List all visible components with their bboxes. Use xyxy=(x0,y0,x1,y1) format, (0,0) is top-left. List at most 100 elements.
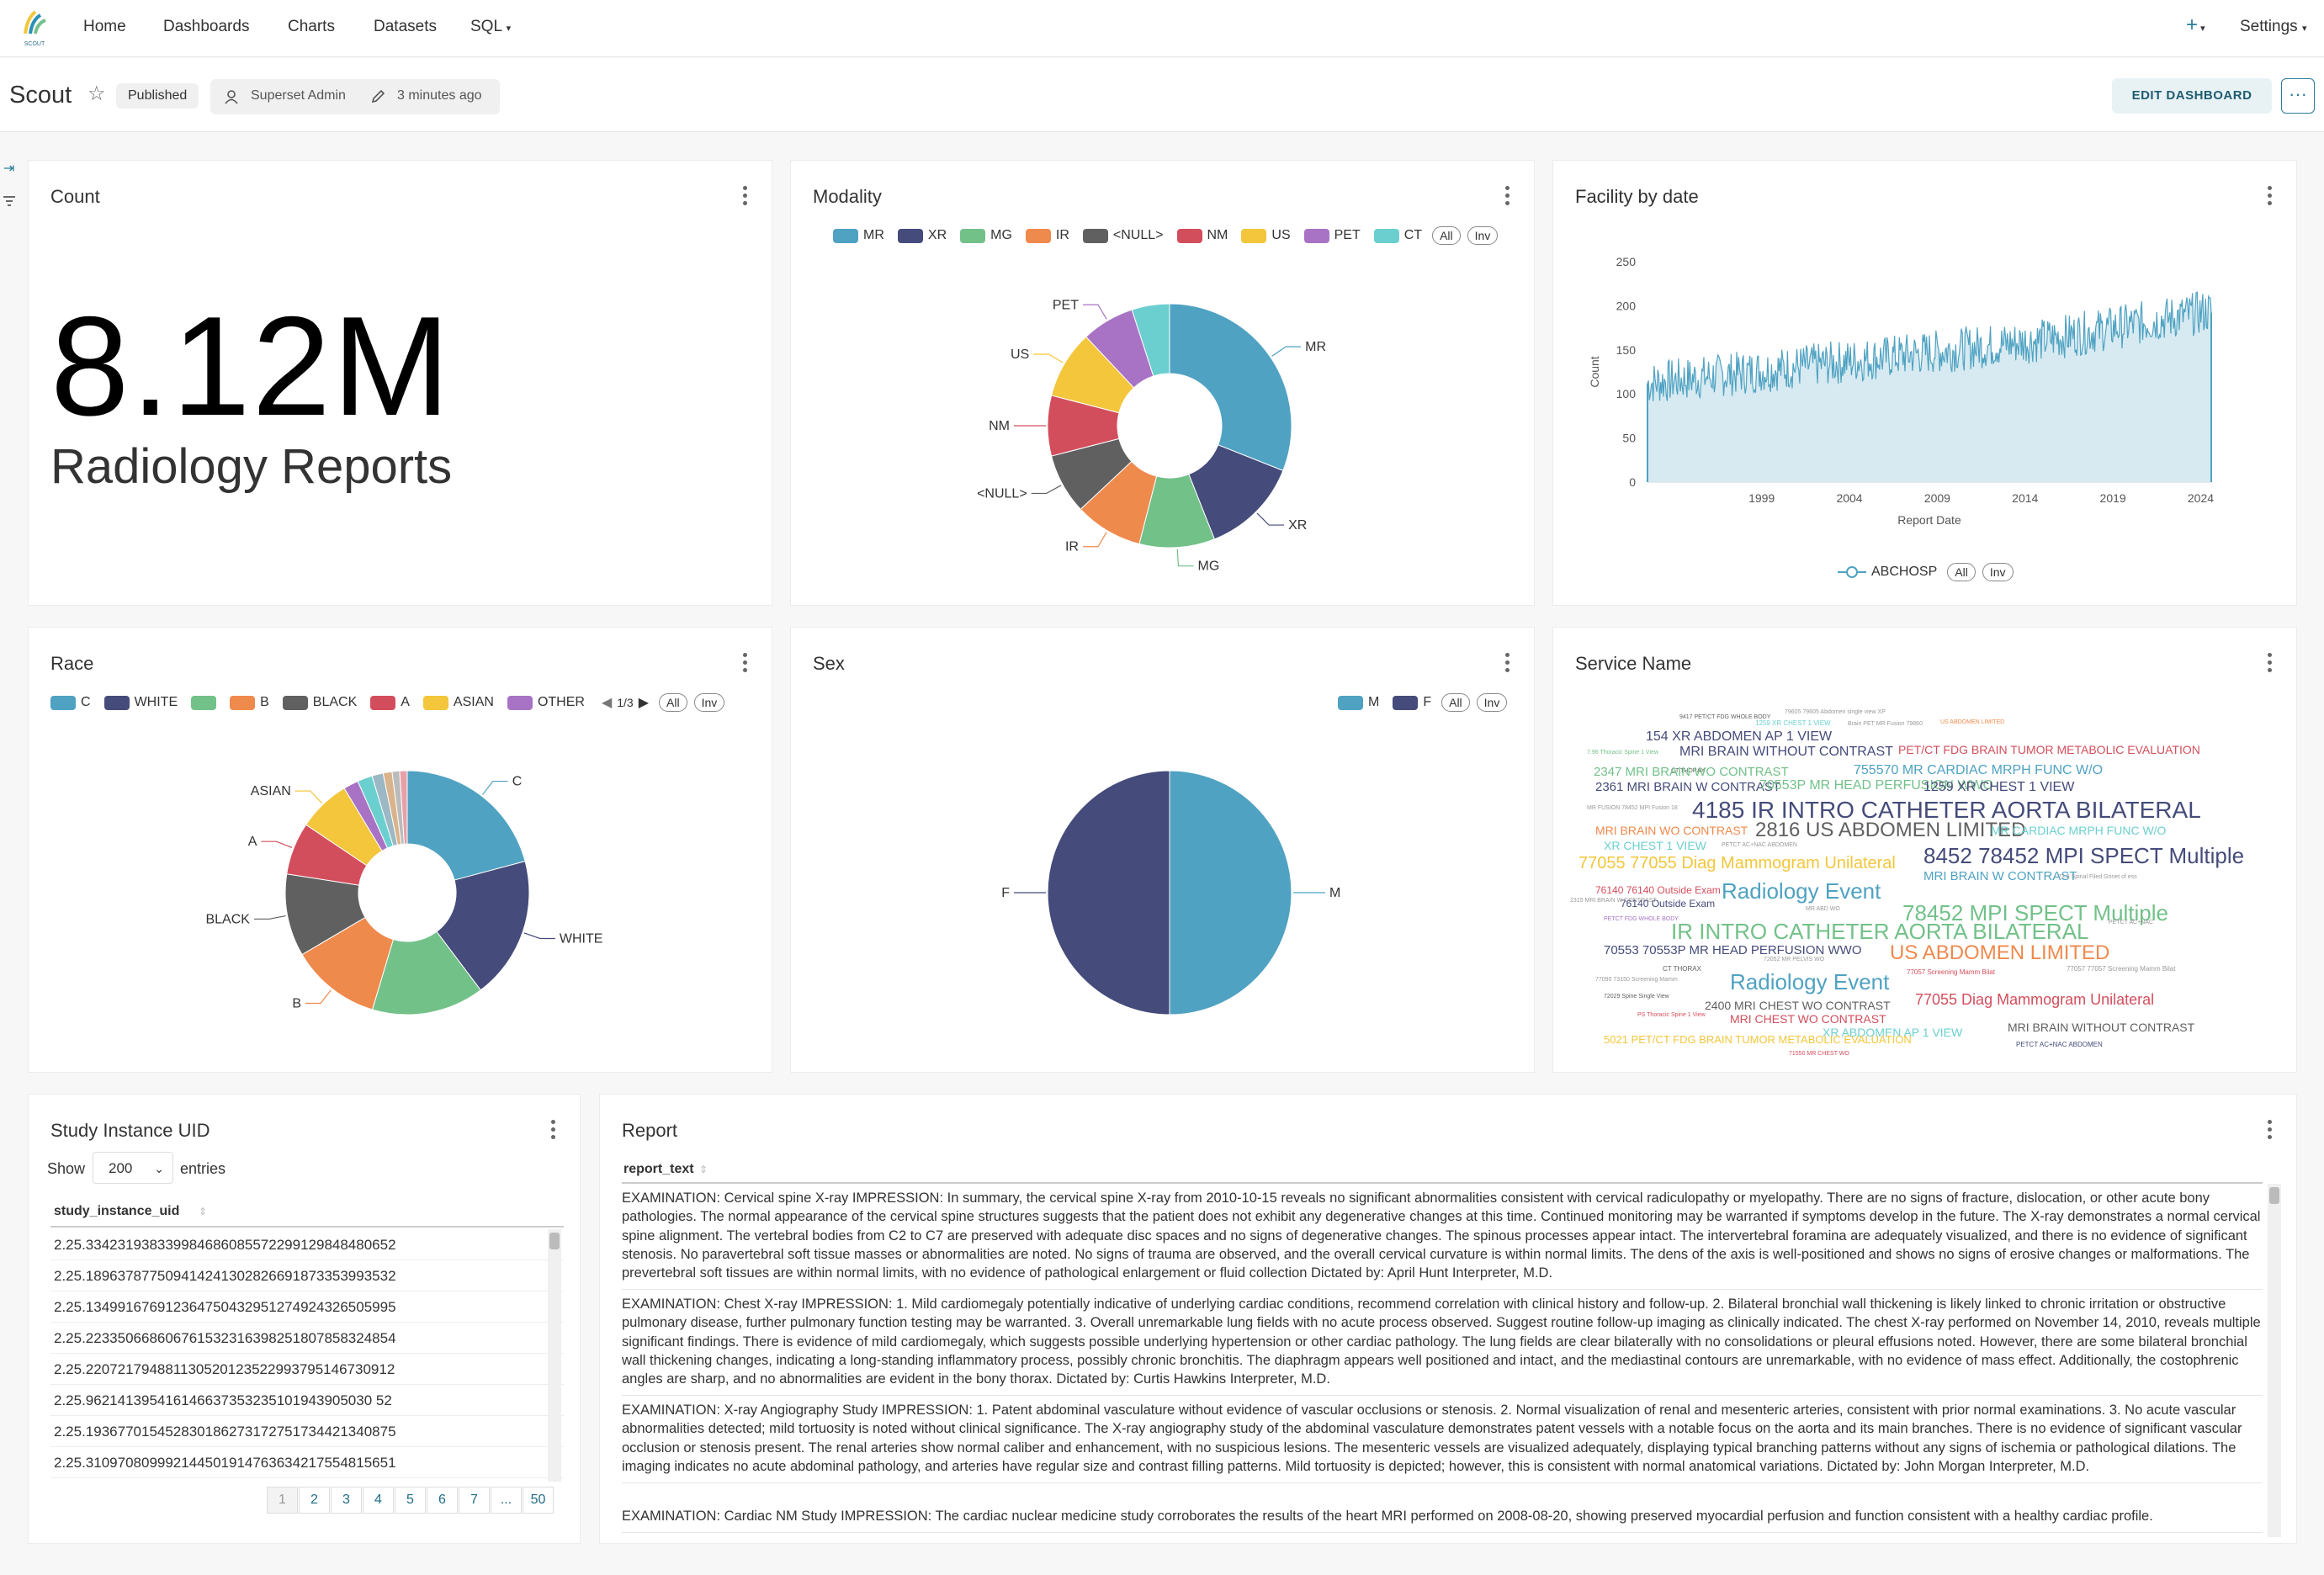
legend-label[interactable]: MR xyxy=(863,228,884,242)
legend-swatch[interactable] xyxy=(103,695,130,710)
pie-slice[interactable] xyxy=(399,770,408,845)
kebab-menu-icon[interactable] xyxy=(2268,186,2273,206)
pie-slice[interactable] xyxy=(1131,303,1170,377)
legend-label[interactable]: B xyxy=(260,695,269,709)
legend-prev-icon[interactable]: ◀ xyxy=(601,696,613,710)
pie-slice[interactable] xyxy=(436,861,530,991)
kebab-menu-icon[interactable] xyxy=(1505,653,1510,673)
legend-label[interactable]: C xyxy=(81,695,91,709)
column-header[interactable]: study_instance_uid xyxy=(54,1204,180,1218)
kebab-menu-icon[interactable] xyxy=(551,1120,556,1140)
more-options-button[interactable]: ··· xyxy=(2281,78,2315,114)
legend-swatch[interactable] xyxy=(1241,228,1267,243)
legend-label[interactable]: NM xyxy=(1207,228,1228,242)
legend-inv-button[interactable]: Inv xyxy=(1982,563,2014,581)
legend-label[interactable]: US xyxy=(1271,228,1291,242)
page-size-select[interactable]: 200 ⌄ xyxy=(93,1152,173,1184)
filter-icon[interactable] xyxy=(3,195,16,207)
legend-label[interactable]: IR xyxy=(1055,228,1069,242)
page-button[interactable]: 1 xyxy=(267,1487,298,1514)
legend-label[interactable]: <NULL> xyxy=(1112,228,1164,242)
expand-icon[interactable]: ⇥ xyxy=(3,162,15,176)
page-button[interactable]: ... xyxy=(491,1487,522,1514)
legend-label[interactable]: BLACK xyxy=(312,695,358,709)
pie-slice[interactable] xyxy=(406,770,526,881)
legend-label[interactable]: MG xyxy=(990,228,1012,242)
legend-swatch[interactable] xyxy=(507,695,533,710)
page-button[interactable]: 7 xyxy=(459,1487,490,1514)
page-button[interactable]: 3 xyxy=(331,1487,362,1514)
kebab-menu-icon[interactable] xyxy=(2268,1120,2273,1140)
page-button[interactable]: 50 xyxy=(523,1487,554,1514)
legend-inv-button[interactable]: Inv xyxy=(693,693,725,712)
nav-dashboards[interactable]: Dashboards xyxy=(163,18,250,35)
legend-all-button[interactable]: All xyxy=(1947,563,1976,581)
edit-dashboard-button[interactable]: EDIT DASHBOARD xyxy=(2112,78,2272,114)
legend-swatch[interactable] xyxy=(1338,695,1363,710)
legend-label[interactable]: OTHER xyxy=(537,695,585,709)
legend-swatch[interactable] xyxy=(422,695,448,710)
page-button[interactable]: 2 xyxy=(299,1487,330,1514)
kebab-menu-icon[interactable] xyxy=(1505,186,1510,206)
legend-label[interactable]: ABCHOSP xyxy=(1871,565,1938,579)
legend-label[interactable]: XR xyxy=(927,228,947,242)
legend-label[interactable]: F xyxy=(1423,695,1432,709)
nav-home[interactable]: Home xyxy=(83,18,126,35)
kebab-menu-icon[interactable] xyxy=(743,653,748,673)
nav-datasets[interactable]: Datasets xyxy=(374,18,437,35)
legend-swatch[interactable] xyxy=(370,695,396,710)
page-button[interactable]: 5 xyxy=(395,1487,426,1514)
dashboard-title[interactable]: Scout xyxy=(9,82,72,109)
legend-swatch[interactable] xyxy=(282,695,308,710)
legend-swatch[interactable] xyxy=(960,228,986,243)
pie-slice[interactable] xyxy=(371,931,481,1016)
legend-swatch[interactable] xyxy=(1393,695,1419,710)
scout-logo[interactable]: SCOUT xyxy=(19,8,50,50)
star-icon[interactable]: ☆ xyxy=(88,82,106,105)
legend-label[interactable]: A xyxy=(401,695,410,709)
column-header[interactable]: report_text xyxy=(623,1162,694,1176)
pie-slice[interactable] xyxy=(1047,770,1170,1016)
legend-label[interactable]: PET xyxy=(1334,228,1361,242)
page-button[interactable]: 4 xyxy=(363,1487,394,1514)
legend-swatch[interactable] xyxy=(1176,228,1202,243)
legend-inv-button[interactable]: Inv xyxy=(1467,226,1499,245)
legend-label[interactable]: ASIAN xyxy=(453,695,494,709)
legend-swatch[interactable] xyxy=(1373,228,1399,243)
kebab-menu-icon[interactable] xyxy=(2268,653,2273,673)
page-button[interactable]: 6 xyxy=(427,1487,458,1514)
legend-inv-button[interactable]: Inv xyxy=(1476,693,1508,712)
legend-swatch[interactable] xyxy=(833,228,858,243)
sort-icon[interactable]: ⇕ xyxy=(199,1206,208,1217)
legend-all-button[interactable]: All xyxy=(1441,693,1470,712)
legend-swatch[interactable] xyxy=(1025,228,1051,243)
legend-all-button[interactable]: All xyxy=(1432,226,1461,245)
legend-swatch[interactable] xyxy=(897,228,923,243)
series-line[interactable] xyxy=(1647,291,2212,402)
legend-line-icon[interactable] xyxy=(1838,565,1866,580)
nav-sql[interactable]: SQL ▾ xyxy=(470,18,511,36)
scrollbar[interactable] xyxy=(2268,1184,2281,1537)
legend-swatch[interactable] xyxy=(1082,228,1108,243)
legend-swatch[interactable] xyxy=(50,695,76,710)
table-header[interactable]: study_instance_uid ⇕ xyxy=(50,1201,564,1228)
scrollbar[interactable] xyxy=(548,1229,561,1482)
legend-next-icon[interactable]: ▶ xyxy=(638,696,650,710)
legend-label[interactable]: CT xyxy=(1403,228,1423,242)
plus-icon[interactable]: + ▾ xyxy=(2186,13,2205,36)
legend-swatch[interactable] xyxy=(1303,228,1329,243)
legend-swatch[interactable] xyxy=(191,695,217,710)
kebab-menu-icon[interactable] xyxy=(743,186,748,206)
legend-all-button[interactable]: All xyxy=(659,693,687,712)
legend-label[interactable]: WHITE xyxy=(134,695,178,709)
legend-page[interactable]: 1/3 xyxy=(617,696,634,709)
pie-slice[interactable] xyxy=(1169,770,1292,1016)
legend-swatch[interactable] xyxy=(230,695,256,710)
nav-settings[interactable]: Settings ▾ xyxy=(2240,18,2306,36)
svg-text:79605 79605 Abdomen single vie: 79605 79605 Abdomen single view XP xyxy=(1785,709,1886,715)
legend-label[interactable]: M xyxy=(1368,695,1380,709)
nav-charts[interactable]: Charts xyxy=(288,18,335,35)
sort-icon[interactable]: ⇕ xyxy=(699,1164,708,1175)
status-badge[interactable]: Published xyxy=(116,83,199,109)
pie-slice[interactable] xyxy=(1169,303,1292,472)
